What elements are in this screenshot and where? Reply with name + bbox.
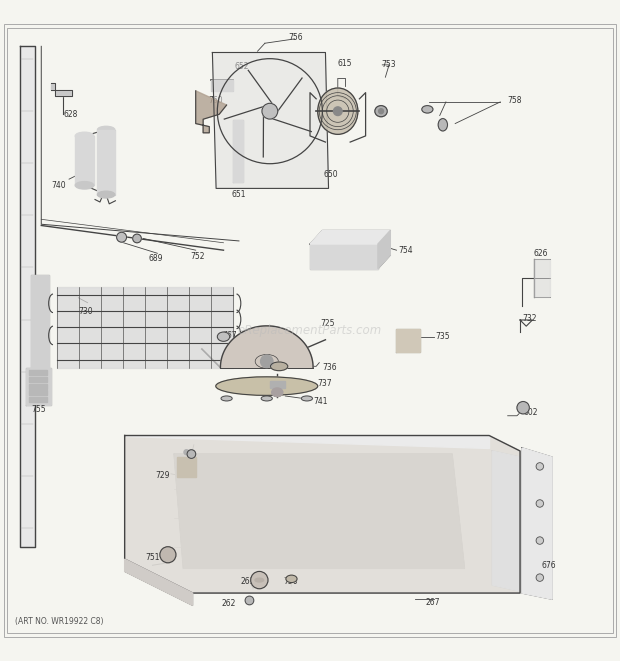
Text: 767: 767	[223, 331, 237, 340]
Circle shape	[160, 547, 176, 563]
Polygon shape	[233, 120, 243, 182]
Ellipse shape	[97, 191, 115, 198]
Text: 755: 755	[31, 405, 45, 414]
Text: 265: 265	[241, 578, 255, 586]
Text: 676: 676	[542, 561, 556, 570]
Text: 262: 262	[221, 599, 236, 608]
Ellipse shape	[75, 132, 94, 139]
Polygon shape	[196, 91, 226, 133]
Polygon shape	[177, 457, 196, 477]
Ellipse shape	[218, 332, 229, 341]
Text: 729: 729	[155, 471, 170, 480]
Text: 750: 750	[283, 578, 298, 586]
Polygon shape	[221, 326, 313, 368]
Text: 756: 756	[288, 32, 303, 42]
Text: 652: 652	[235, 61, 249, 71]
Bar	[75, 136, 94, 185]
Circle shape	[117, 232, 126, 242]
Polygon shape	[378, 231, 391, 269]
Text: 736: 736	[322, 363, 337, 372]
Polygon shape	[29, 377, 48, 382]
Polygon shape	[492, 451, 520, 591]
Text: 615: 615	[337, 59, 352, 68]
Ellipse shape	[286, 575, 297, 582]
Circle shape	[517, 401, 529, 414]
Text: eReplacementParts.com: eReplacementParts.com	[238, 324, 382, 337]
Text: 753: 753	[381, 60, 396, 69]
Polygon shape	[20, 46, 35, 547]
Polygon shape	[213, 52, 329, 188]
Circle shape	[262, 103, 278, 119]
Ellipse shape	[270, 362, 288, 371]
Text: 730: 730	[79, 307, 93, 316]
Text: 690: 690	[185, 455, 199, 463]
Ellipse shape	[379, 108, 384, 114]
Polygon shape	[125, 559, 193, 605]
Ellipse shape	[422, 106, 433, 113]
Text: 751: 751	[145, 553, 160, 562]
Circle shape	[245, 596, 254, 605]
Circle shape	[133, 234, 141, 243]
Text: 737: 737	[317, 379, 332, 388]
Circle shape	[260, 355, 273, 368]
Text: 725: 725	[320, 319, 335, 328]
Polygon shape	[26, 368, 51, 405]
Polygon shape	[29, 391, 48, 395]
Text: 735: 735	[435, 332, 450, 341]
Polygon shape	[31, 275, 50, 380]
Polygon shape	[534, 260, 550, 297]
Text: 752: 752	[190, 252, 205, 261]
Text: (ART NO. WR19922 C8): (ART NO. WR19922 C8)	[15, 617, 103, 626]
Ellipse shape	[375, 106, 388, 117]
Text: 602: 602	[523, 408, 538, 417]
Text: 651: 651	[232, 190, 246, 199]
Text: 758: 758	[508, 97, 522, 105]
Text: 650: 650	[324, 170, 339, 178]
Polygon shape	[270, 381, 285, 388]
Text: 754: 754	[398, 246, 413, 254]
Text: 689: 689	[148, 254, 163, 262]
Circle shape	[184, 449, 189, 455]
Polygon shape	[56, 288, 232, 368]
Polygon shape	[29, 383, 48, 389]
Polygon shape	[396, 329, 420, 352]
Ellipse shape	[255, 578, 264, 582]
Polygon shape	[522, 448, 552, 600]
Polygon shape	[310, 244, 378, 269]
Ellipse shape	[438, 118, 448, 131]
Text: 626: 626	[534, 249, 548, 258]
Text: 760: 760	[209, 96, 223, 104]
Text: 740: 740	[51, 181, 66, 190]
Text: 628: 628	[64, 110, 78, 120]
Polygon shape	[125, 436, 489, 448]
Ellipse shape	[301, 396, 312, 401]
Bar	[97, 130, 115, 194]
Text: 267: 267	[425, 598, 440, 607]
Ellipse shape	[261, 396, 272, 401]
Text: 732: 732	[522, 313, 536, 323]
Circle shape	[334, 107, 342, 116]
Text: 684: 684	[346, 496, 360, 506]
Circle shape	[187, 449, 196, 458]
Polygon shape	[174, 454, 464, 568]
Polygon shape	[51, 83, 72, 96]
Ellipse shape	[272, 388, 283, 397]
Circle shape	[536, 537, 544, 544]
Polygon shape	[125, 436, 520, 593]
Polygon shape	[310, 231, 391, 244]
Polygon shape	[29, 397, 48, 402]
Circle shape	[250, 571, 268, 589]
Polygon shape	[211, 80, 232, 91]
Circle shape	[536, 500, 544, 507]
Ellipse shape	[216, 377, 317, 395]
Circle shape	[536, 463, 544, 470]
Ellipse shape	[221, 396, 232, 401]
Ellipse shape	[317, 88, 358, 134]
Text: 741: 741	[314, 397, 328, 406]
Ellipse shape	[97, 126, 115, 133]
Circle shape	[536, 574, 544, 581]
Polygon shape	[29, 370, 48, 375]
Ellipse shape	[75, 182, 94, 189]
